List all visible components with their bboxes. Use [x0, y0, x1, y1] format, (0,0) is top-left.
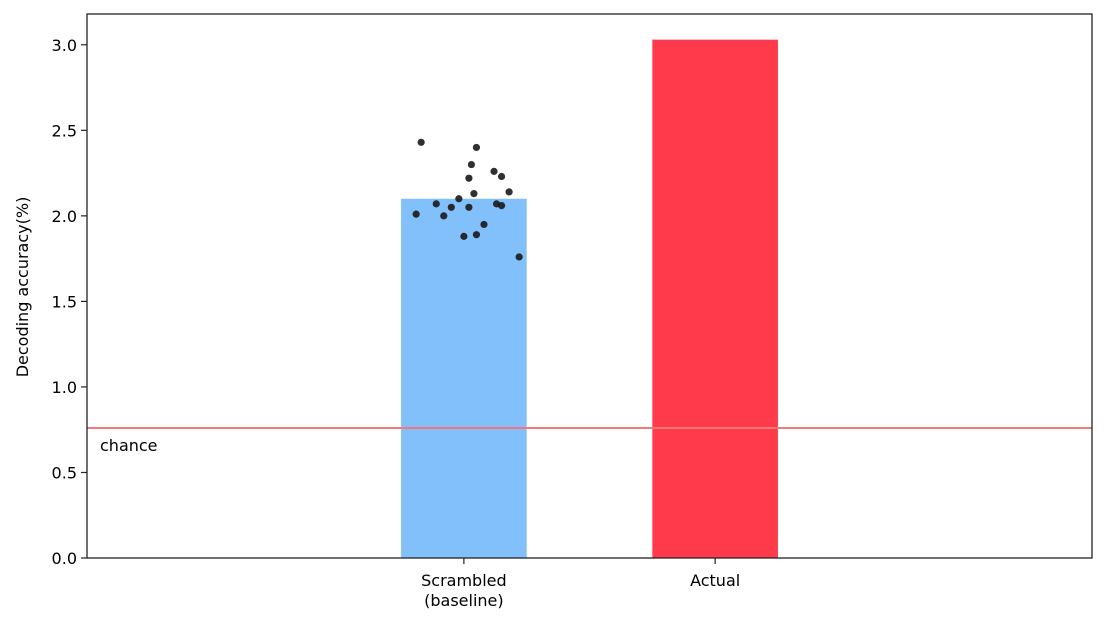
axes-layer: 0.0 0.5 1.0 1.5 2.0 2.5 3.0 Scrambled (baseline)…	[52, 13, 1093, 610]
scatter-point-16	[480, 220, 488, 229]
scatter-point-5	[465, 174, 473, 182]
scatter-point-0	[417, 138, 425, 146]
y-tick-label-2: 1.0	[52, 378, 77, 397]
scatter-point-12	[447, 203, 455, 211]
scatter-point-4	[497, 172, 506, 181]
scatter-point-13	[465, 203, 473, 211]
y-axis-label: Decoding accuracy(%)	[13, 197, 32, 378]
bar-1	[652, 39, 778, 558]
x-tick-label-line-0-0: Scrambled	[421, 571, 507, 590]
chance-layer: chance	[87, 426, 1092, 455]
scatter-point-15	[440, 212, 448, 220]
scatter-point-8	[455, 195, 463, 203]
bars-layer	[401, 39, 778, 559]
scatter-point-11	[497, 201, 506, 210]
scatter-point-9	[432, 200, 440, 208]
y-tick-label-0: 0.0	[52, 549, 77, 568]
x-tick-label-1: Actual	[690, 571, 740, 590]
scatter-point-7	[470, 190, 478, 198]
y-tick-label-1: 0.5	[52, 463, 77, 482]
y-tick-label-3: 1.5	[52, 292, 77, 311]
chance-label: chance	[100, 436, 158, 455]
plot-frame	[86, 13, 1093, 559]
bar-0	[401, 198, 527, 559]
x-tick-label-line-0-1: (baseline)	[424, 591, 504, 610]
scatter-layer	[412, 138, 523, 261]
scatter-point-14	[412, 210, 420, 218]
x-tick-label-line-1-0: Actual	[690, 571, 740, 590]
y-tick-label-5: 2.5	[52, 121, 77, 140]
scatter-point-6	[505, 188, 513, 196]
x-tick-label-0: Scrambled (baseline)	[421, 571, 507, 610]
scatter-point-2	[467, 160, 476, 169]
y-tick-label-6: 3.0	[52, 36, 77, 55]
y-tick-label-4: 2.0	[52, 207, 77, 226]
scatter-point-1	[472, 143, 481, 152]
scatter-point-3	[490, 167, 498, 175]
scatter-point-19	[515, 253, 523, 261]
scatter-point-17	[472, 231, 481, 239]
scatter-point-18	[460, 232, 468, 240]
